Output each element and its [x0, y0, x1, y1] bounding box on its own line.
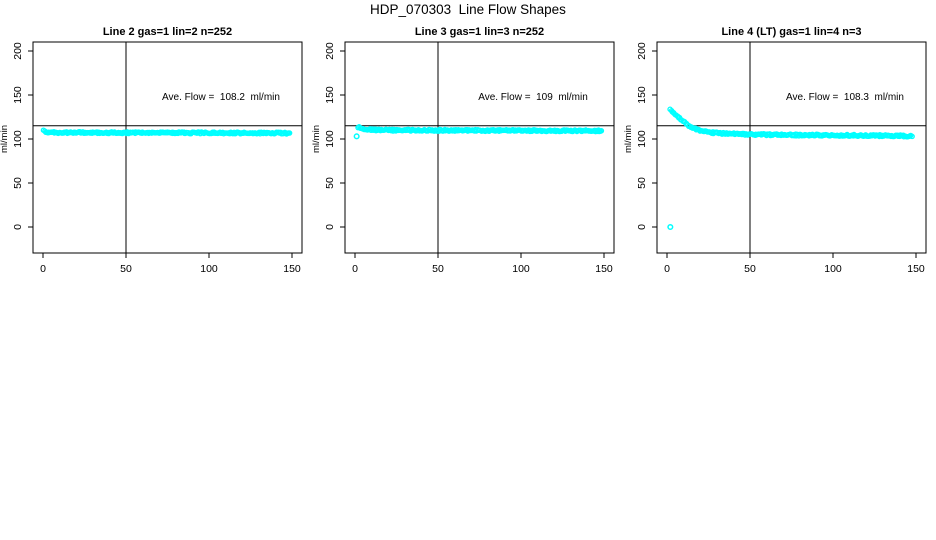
- plot-box: [344, 41, 615, 254]
- panel-title: Line 2 gas=1 lin=2 n=252: [103, 26, 232, 38]
- ave-flow-annotation: Ave. Flow = 108.3 ml/min: [786, 92, 904, 103]
- x-tick-label: 0: [352, 263, 358, 275]
- x-tick-label: 100: [824, 263, 842, 275]
- x-tick-label: 150: [907, 263, 925, 275]
- figure-title: HDP_070303 Line Flow Shapes: [370, 2, 566, 17]
- y-tick-label: 100: [12, 130, 24, 148]
- y-axis-label: ml/min: [0, 125, 10, 153]
- panel-group-3: 0 50 100 150 0 50 100 150 200 ml/min Line 4 (LT) g…: [623, 26, 927, 275]
- y-tick-label: 50: [636, 177, 648, 189]
- x-tick-label: 50: [744, 263, 756, 275]
- x-tick-label: 0: [664, 263, 670, 275]
- y-tick-label: 100: [636, 130, 648, 148]
- x-tick-label: 150: [595, 263, 613, 275]
- x-tick-label: 150: [283, 263, 301, 275]
- y-tick-label: 0: [324, 224, 336, 230]
- y-tick-label: 0: [12, 224, 24, 230]
- plot-box: [32, 41, 303, 254]
- x-tick-label: 100: [200, 263, 218, 275]
- y-tick-label: 0: [636, 224, 648, 230]
- outlier-point: [667, 223, 674, 231]
- data-points: [355, 124, 605, 135]
- y-axis-label: ml/min: [311, 125, 322, 153]
- data-points: [40, 127, 293, 137]
- panel-group-2: 0 50 100 150 0 50 100 150 200 ml/min Line 3 gas=1 …: [311, 26, 615, 275]
- panel-group-1: 0 50 100 150 0 50 100 150 200 ml/min Line 2 gas=1 …: [0, 26, 303, 275]
- y-tick-label: 150: [324, 86, 336, 104]
- y-tick-label: 150: [12, 86, 24, 104]
- x-tick-label: 100: [512, 263, 530, 275]
- x-tick-label: 0: [40, 263, 46, 275]
- y-tick-label: 200: [324, 42, 336, 60]
- x-tick-label: 50: [432, 263, 444, 275]
- outlier-point: [353, 133, 360, 140]
- plot-box: [656, 41, 927, 254]
- ave-flow-annotation: Ave. Flow = 109 ml/min: [478, 92, 588, 103]
- y-tick-label: 50: [12, 177, 24, 189]
- y-tick-label: 150: [636, 86, 648, 104]
- ave-flow-annotation: Ave. Flow = 108.2 ml/min: [162, 92, 280, 103]
- data-point: [286, 130, 293, 136]
- panel-title: Line 4 (LT) gas=1 lin=4 n=3: [721, 26, 861, 38]
- line-flow-plots-svg: 0 50 100 150 0 50 100 150 200 ml/min Line 2 gas=1 …: [0, 26, 927, 275]
- y-tick-label: 200: [12, 42, 24, 60]
- data-point: [598, 128, 605, 134]
- x-tick-label: 50: [120, 263, 132, 275]
- data-points: [667, 106, 915, 140]
- y-axis-label: ml/min: [623, 125, 634, 153]
- y-tick-label: 100: [324, 130, 336, 148]
- data-point: [909, 133, 915, 140]
- y-tick-label: 200: [636, 42, 648, 60]
- y-tick-label: 50: [324, 177, 336, 189]
- panel-title: Line 3 gas=1 lin=3 n=252: [415, 26, 544, 38]
